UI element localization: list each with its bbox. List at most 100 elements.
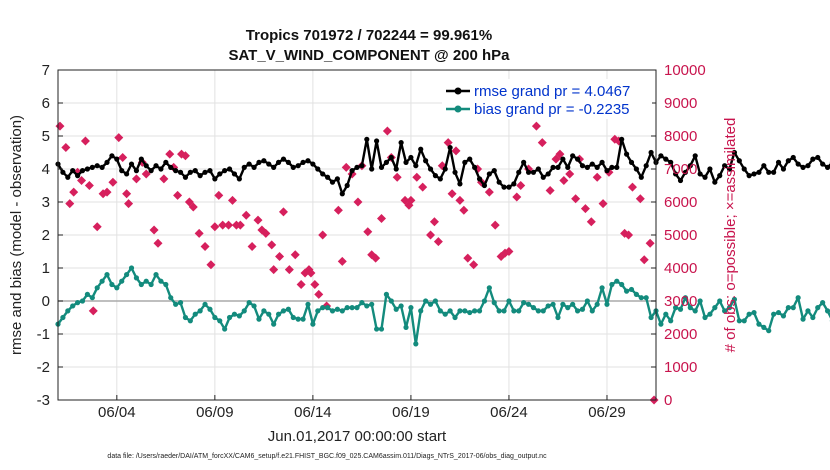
- rmse-point: [109, 153, 115, 159]
- rmse-point: [133, 168, 140, 174]
- bias-point: [476, 308, 483, 314]
- rmse-point: [565, 164, 571, 170]
- rmse-point: [516, 169, 522, 175]
- bias-point: [677, 306, 684, 312]
- obs-count-point: [496, 251, 506, 261]
- bias-point: [467, 309, 473, 316]
- bias-point: [707, 311, 713, 317]
- rmse-point: [663, 156, 669, 162]
- rmse-point: [271, 164, 277, 170]
- bias-point: [673, 305, 679, 311]
- bias-point: [295, 316, 301, 322]
- bias-point: [182, 314, 189, 321]
- rmse-point: [805, 163, 811, 169]
- bias-point: [810, 314, 816, 321]
- bias-point: [452, 314, 458, 321]
- bias-point: [795, 295, 801, 301]
- bias-point: [212, 314, 218, 321]
- rmse-point: [623, 151, 630, 157]
- rmse-point: [790, 154, 796, 161]
- obs-count-point: [77, 176, 87, 186]
- obs-count-point: [469, 260, 479, 270]
- bias-point: [261, 308, 267, 314]
- bias-point: [305, 301, 311, 307]
- x-tick-label: 06/14: [294, 404, 332, 421]
- bias-point: [570, 301, 576, 307]
- bias-point: [525, 301, 532, 307]
- bias-point: [805, 308, 811, 314]
- rmse-point: [334, 176, 340, 182]
- rmse-point: [761, 163, 767, 169]
- obs-count-point: [447, 189, 457, 199]
- bias-point: [285, 306, 291, 312]
- obs-count-point: [88, 306, 98, 316]
- obs-count-point: [598, 199, 608, 209]
- bias-point: [736, 318, 742, 324]
- y-tick-label: -3: [37, 392, 50, 409]
- rmse-point: [457, 181, 463, 187]
- obs-count-point: [278, 207, 288, 217]
- rmse-point: [682, 169, 689, 175]
- rmse-point: [413, 163, 419, 169]
- data-file-footer: data file: /Users/raeder/DAI/ATM_forcXX/…: [107, 453, 547, 460]
- obs-count-point: [310, 280, 320, 289]
- bias-point: [280, 308, 287, 314]
- obs-count-point: [261, 228, 271, 238]
- bias-point: [168, 295, 174, 301]
- bias-point: [535, 308, 541, 314]
- rmse-point: [717, 173, 723, 179]
- bias-point: [334, 306, 340, 312]
- bias-point: [437, 308, 443, 314]
- legend: rmse grand pr = 4.0467 bias grand pr = -…: [442, 79, 652, 119]
- bias-point: [599, 285, 605, 291]
- bias-point: [408, 305, 414, 311]
- obs-count-point: [149, 225, 159, 235]
- bias-point: [785, 305, 791, 311]
- y-right-tick-label: 0: [664, 392, 672, 409]
- bias-point: [271, 321, 277, 327]
- bias-point: [173, 301, 179, 307]
- bias-point: [820, 300, 826, 306]
- bias-point: [197, 308, 203, 314]
- obs-count-point: [159, 174, 169, 184]
- x-tick-label: 06/04: [98, 404, 136, 421]
- rmse-point: [393, 166, 399, 172]
- rmse-point: [668, 159, 674, 165]
- y-tick-label: 1: [42, 260, 50, 277]
- rmse-point: [447, 144, 453, 151]
- rmse-point: [192, 168, 198, 174]
- rmse-point: [383, 159, 390, 165]
- bias-point: [726, 305, 733, 311]
- obs-count-point: [55, 121, 65, 131]
- rmse-point: [197, 173, 203, 179]
- rmse-point: [619, 136, 625, 142]
- rmse-point: [369, 166, 375, 172]
- bias-point: [79, 298, 86, 304]
- obs-count-point: [173, 190, 183, 200]
- obs-count-point: [210, 222, 220, 232]
- obs-count-point: [247, 242, 257, 252]
- rmse-point: [104, 159, 110, 165]
- y-right-tick-label: 2000: [664, 326, 697, 343]
- bias-point: [550, 301, 556, 307]
- rmse-point: [560, 156, 566, 162]
- obs-count-point: [200, 242, 210, 252]
- bias-point: [369, 301, 375, 307]
- obs-count-point: [341, 162, 351, 172]
- obs-count-point: [433, 237, 443, 247]
- bias-point: [771, 311, 777, 317]
- obs-count-point: [429, 217, 439, 227]
- bias-point: [496, 308, 502, 314]
- bias-point: [138, 281, 144, 288]
- obs-count-point: [645, 238, 655, 248]
- obs-count-point: [131, 174, 141, 184]
- bias-point: [114, 285, 120, 291]
- obs-count-point: [194, 228, 204, 238]
- bias-point: [756, 321, 762, 327]
- rmse-point: [94, 163, 100, 169]
- y-right-tick-label: 1000: [664, 359, 697, 376]
- rmse-point: [638, 174, 644, 180]
- rmse-point: [285, 159, 291, 165]
- obs-count-point: [516, 181, 526, 190]
- obs-count-point: [412, 172, 422, 182]
